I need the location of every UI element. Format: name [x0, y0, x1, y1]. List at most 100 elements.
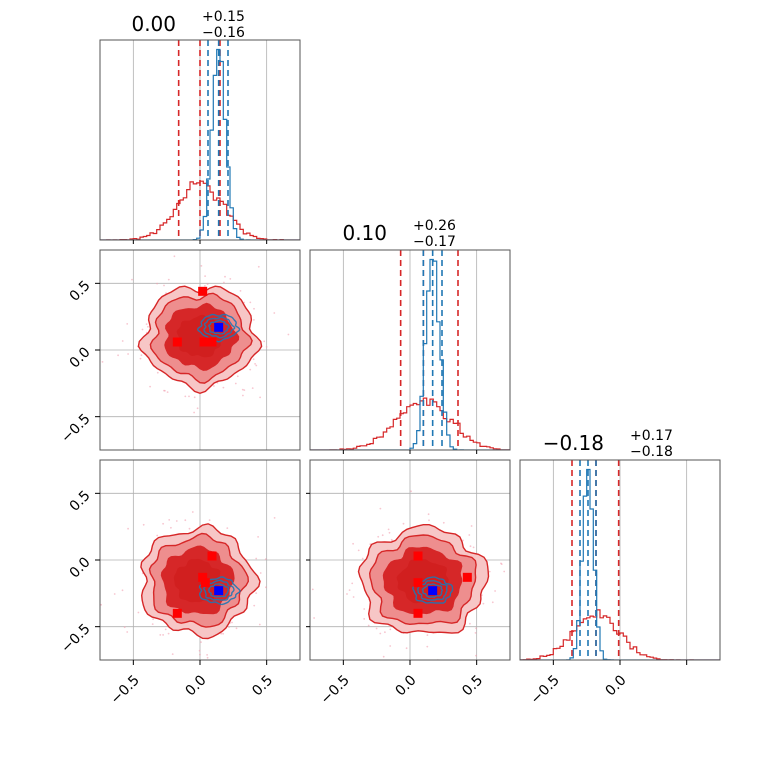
sample-point — [475, 654, 477, 657]
sample-point — [113, 593, 116, 595]
x-tick-label: 0.5 — [459, 672, 486, 699]
sample-point — [252, 358, 255, 361]
x-tick-label: 0.0 — [393, 672, 420, 699]
sample-point — [249, 301, 252, 304]
sample-point — [363, 618, 366, 620]
marker-a — [462, 572, 472, 582]
sample-point — [241, 388, 244, 391]
panel-content — [310, 460, 513, 660]
sample-point — [156, 534, 159, 537]
marker-a — [207, 551, 217, 561]
sample-point — [255, 557, 258, 560]
sample-point — [139, 357, 142, 360]
sample-point — [121, 340, 124, 342]
sample-point — [170, 526, 172, 529]
sample-point — [313, 617, 315, 619]
sample-point — [204, 275, 207, 277]
sample-point — [234, 382, 237, 385]
sample-point — [175, 520, 178, 522]
contour-b-level-3 — [421, 583, 444, 598]
contour-b-level-3 — [208, 319, 230, 335]
panel-2-1 — [309, 459, 513, 661]
title-param-2-minus: −0.17 — [413, 234, 456, 250]
sample-point — [249, 368, 252, 371]
sample-point — [259, 572, 262, 574]
sample-point — [184, 519, 187, 522]
sample-point — [187, 667, 189, 669]
sample-point — [126, 631, 129, 633]
sample-point — [236, 375, 239, 378]
marker-a — [200, 578, 210, 588]
sample-point — [137, 611, 140, 614]
sample-point — [208, 519, 211, 521]
x-tick-label: −0.5 — [108, 672, 143, 707]
sample-point — [500, 562, 502, 565]
histogram-posterior-a — [310, 397, 510, 450]
marker-a — [199, 337, 209, 347]
sample-point — [239, 290, 242, 292]
sample-point — [351, 582, 354, 585]
sample-point — [145, 323, 148, 325]
sample-point — [402, 522, 405, 525]
sample-point — [188, 527, 191, 530]
sample-point — [257, 265, 260, 268]
panel-content — [100, 250, 300, 450]
sample-point — [163, 284, 165, 287]
sample-point — [224, 275, 226, 278]
sample-point — [258, 623, 261, 626]
sample-point — [188, 395, 190, 398]
sample-point — [235, 627, 238, 630]
marker-a — [413, 578, 423, 588]
sample-point — [377, 535, 380, 538]
title-param-1-minus: −0.16 — [202, 25, 245, 41]
sample-point — [220, 632, 223, 635]
title-param-3-minus: −0.18 — [630, 444, 673, 460]
sample-point — [140, 354, 143, 357]
contour-b-level-2 — [203, 579, 235, 601]
sample-point — [470, 525, 473, 527]
sample-point — [361, 557, 364, 560]
sample-point — [121, 589, 124, 592]
sample-point — [390, 538, 393, 541]
marker-a — [413, 608, 423, 618]
sample-point — [494, 590, 496, 592]
sample-point — [101, 361, 104, 363]
sample-point — [382, 655, 385, 658]
sample-point — [384, 631, 386, 634]
panel-0-0 — [99, 39, 301, 241]
sample-point — [191, 511, 194, 513]
marker-a — [172, 608, 182, 618]
sample-point — [381, 534, 384, 537]
sample-point — [259, 396, 261, 399]
contour-a-core — [176, 314, 225, 358]
histogram-posterior-b — [520, 468, 720, 660]
panel-1-0 — [99, 249, 301, 451]
panel-content — [100, 40, 300, 240]
sample-point — [223, 281, 225, 284]
sample-point — [379, 507, 382, 510]
sample-point — [141, 328, 144, 331]
marker-b — [428, 586, 438, 596]
panel-content — [310, 250, 510, 450]
sample-point — [100, 603, 102, 606]
sample-point — [206, 654, 209, 656]
panel-2-0 — [99, 459, 301, 669]
sample-point — [311, 588, 314, 591]
sample-point — [253, 604, 256, 607]
sample-point — [251, 387, 254, 389]
sample-point — [167, 278, 170, 281]
sample-point — [375, 627, 378, 630]
sample-point — [388, 531, 391, 534]
sample-point — [131, 278, 133, 281]
sample-point — [410, 490, 412, 493]
histogram-posterior-b — [100, 48, 300, 240]
sample-point — [462, 539, 464, 542]
sample-point — [474, 632, 477, 634]
sample-point — [265, 586, 267, 589]
x-tick-label: −0.5 — [528, 672, 563, 707]
sample-point — [511, 573, 513, 575]
sample-point — [173, 255, 176, 258]
sample-point — [164, 628, 167, 631]
title-param-2-plus: +0.26 — [413, 218, 456, 234]
sample-point — [475, 627, 477, 630]
